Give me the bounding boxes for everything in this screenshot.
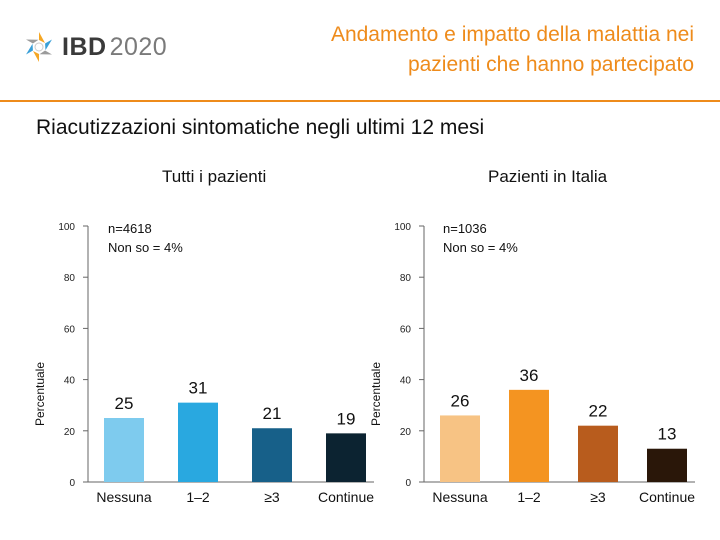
left-bar-1	[104, 418, 144, 482]
left-y-tick-label: 60	[64, 324, 76, 335]
left-y-tick-label: 0	[69, 478, 75, 489]
logo-text: IBD 2020	[62, 33, 167, 62]
right-bar-value-3: 22	[589, 402, 608, 421]
chart-note-left: n=4618 Non so = 4%	[108, 219, 183, 257]
right-y-tick-label: 60	[400, 324, 412, 335]
left-bar-4	[326, 433, 366, 482]
right-category-label-2: 1–2	[517, 489, 541, 505]
right-y-tick-label: 80	[400, 273, 412, 284]
header-title-line2: pazienti che hanno partecipato	[407, 53, 694, 76]
left-y-axis-title: Percentuale	[33, 362, 47, 426]
header-divider	[0, 100, 720, 102]
left-y-tick-label: 40	[64, 376, 76, 387]
left-bar-value-2: 31	[189, 379, 208, 398]
right-y-tick-label: 0	[405, 478, 411, 489]
right-bar-2	[509, 389, 549, 482]
left-bar-value-4: 19	[337, 409, 356, 428]
left-bar-value-1: 25	[115, 394, 134, 413]
chart-title-right: Pazienti in Italia	[488, 167, 608, 186]
left-category-label-1: Nessuna	[96, 489, 151, 505]
left-category-label-4: Continue	[318, 489, 374, 505]
sample-size-right: n=1036	[443, 221, 487, 236]
right-bar-4	[647, 448, 687, 482]
left-bar-2	[178, 402, 218, 482]
right-y-tick-label: 40	[400, 376, 412, 387]
right-bar-1	[440, 415, 480, 482]
slide-subtitle: Riacutizzazioni sintomatiche negli ultim…	[36, 116, 485, 139]
left-category-label-3: ≥3	[264, 489, 280, 505]
chart-title-left: Tutti i pazienti	[162, 167, 267, 186]
right-category-label-4: Continue	[639, 489, 695, 505]
right-bar-value-1: 26	[451, 391, 470, 410]
left-bar-value-3: 21	[263, 404, 282, 423]
right-bar-value-4: 13	[658, 425, 677, 444]
right-bar-3	[578, 425, 618, 482]
left-y-tick-label: 80	[64, 273, 76, 284]
unknown-share-right: Non so = 4%	[443, 240, 518, 255]
logo-icon	[26, 32, 52, 62]
chart-note-right: n=1036 Non so = 4%	[443, 219, 518, 257]
logo: IBD 2020	[22, 30, 167, 64]
right-category-label-1: Nessuna	[432, 489, 487, 505]
right-category-label-3: ≥3	[590, 489, 606, 505]
logo-year: 2020	[109, 32, 168, 61]
right-bar-value-2: 36	[520, 366, 539, 385]
header-title-line1: Andamento e impatto della malattia nei	[330, 23, 694, 46]
left-category-label-2: 1–2	[186, 489, 210, 505]
left-y-tick-label: 20	[64, 427, 76, 438]
unknown-share-left: Non so = 4%	[108, 240, 183, 255]
left-bar-3	[252, 428, 292, 482]
right-y-tick-label: 20	[400, 427, 412, 438]
right-y-axis-title: Percentuale	[369, 362, 383, 426]
left-y-tick-label: 100	[58, 222, 75, 233]
header-title: Andamento e impatto della malattia nei p…	[234, 20, 694, 80]
sample-size-left: n=4618	[108, 221, 152, 236]
right-y-tick-label: 100	[394, 222, 411, 233]
logo-main: IBD	[62, 32, 107, 61]
